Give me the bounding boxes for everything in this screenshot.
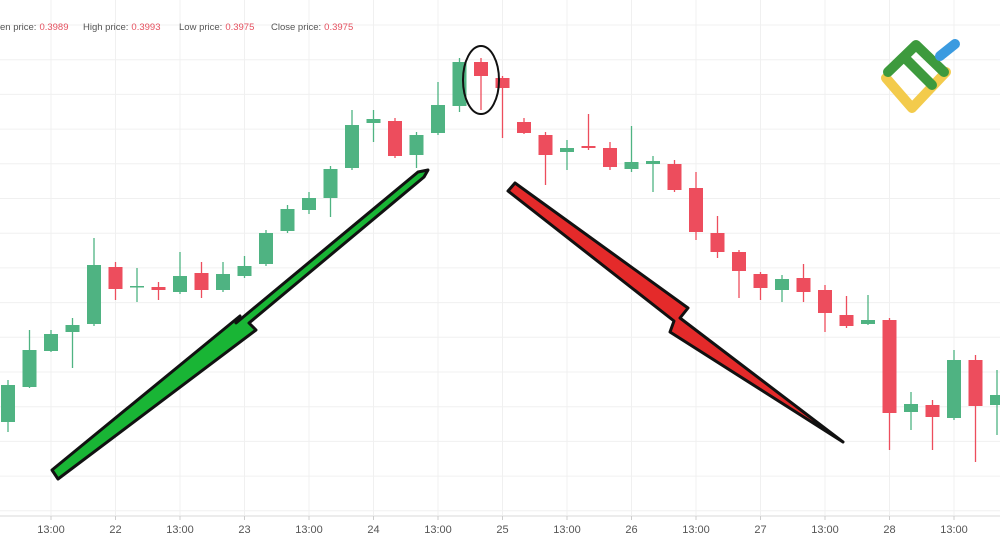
x-tick-label: 13:00 [37, 524, 65, 536]
legend-value: 0.3989 [39, 22, 68, 33]
x-tick-label: 24 [367, 524, 379, 536]
candle-body [108, 267, 123, 289]
grid [0, 0, 1000, 515]
candle-body [538, 135, 553, 155]
candle-body [624, 162, 639, 169]
candle-body [560, 148, 574, 152]
candle-body [409, 135, 424, 155]
candle-body [947, 360, 961, 418]
candle-body [237, 266, 252, 276]
candle-body [173, 276, 187, 292]
candle-body [1, 385, 15, 422]
candle-body [753, 274, 768, 288]
candle-body [818, 290, 832, 313]
x-tick-label: 13:00 [811, 524, 839, 536]
x-tick-label: 23 [238, 524, 250, 536]
candle-body [861, 320, 875, 324]
candle-body [280, 209, 295, 231]
candle-body [968, 360, 983, 406]
candle-body [323, 169, 338, 198]
candle-body [259, 233, 273, 264]
candle-body [151, 287, 166, 290]
candle-body [667, 164, 682, 190]
x-tick-label: 13:00 [424, 524, 452, 536]
candle-body [710, 233, 725, 252]
down-arrow [506, 181, 845, 444]
candle-body [302, 198, 316, 210]
legend-label: Low price: [179, 22, 222, 33]
candle-body [882, 320, 897, 413]
highlight-ellipse [462, 45, 500, 115]
legend-label: Close price: [271, 22, 321, 33]
candle-body [646, 161, 660, 164]
candle-body [431, 105, 445, 133]
candle-body [388, 121, 402, 156]
candle-body [495, 78, 510, 88]
x-tick-label: 27 [754, 524, 766, 536]
candle-body [65, 325, 80, 332]
candle-body [194, 273, 209, 290]
candle-body [216, 274, 230, 290]
legend-value: 0.3975 [225, 22, 254, 33]
candles [1, 58, 1000, 462]
candle-body [603, 148, 617, 167]
candle-body [925, 405, 940, 417]
x-tick-label: 28 [883, 524, 895, 536]
candle-body [44, 334, 58, 351]
x-tick-label: 26 [625, 524, 637, 536]
candle-body [796, 278, 811, 292]
x-tick-label: 13:00 [166, 524, 194, 536]
candle-body [732, 252, 746, 271]
legend-item: High price: 0.3993 [83, 22, 160, 33]
up-arrow [50, 168, 430, 481]
candle-body [474, 62, 488, 76]
candle-body [839, 315, 854, 326]
x-tick-label: 13:00 [553, 524, 581, 536]
x-tick-label: 22 [109, 524, 121, 536]
legend-item: Close price: 0.3975 [271, 22, 353, 33]
candle-body [581, 146, 596, 148]
candle-body [775, 279, 789, 290]
x-axis-labels: 13:00 22 13:00 23 13:00 24 13:00 25 13:00 26 13:00… [37, 516, 968, 536]
candle-body [345, 125, 359, 168]
candle-body [130, 286, 144, 288]
x-tick-label: 25 [496, 524, 508, 536]
x-tick-label: 13:00 [295, 524, 323, 536]
ohlc-legend: en price: 0.3989 High price: 0.3993 Low pric… [0, 22, 353, 33]
logo [881, 39, 960, 113]
legend-value: 0.3975 [324, 22, 353, 33]
candle-body [990, 395, 1000, 405]
legend-label: High price: [83, 22, 128, 33]
x-tick-label: 13:00 [682, 524, 710, 536]
candle-body [366, 119, 381, 123]
candle-body [517, 122, 531, 133]
candle-body [904, 404, 918, 412]
legend-label: en price: [0, 22, 36, 33]
candle-body [87, 265, 101, 324]
legend-item: en price: 0.3989 [0, 22, 69, 33]
legend-item: Low price: 0.3975 [179, 22, 254, 33]
x-tick-label: 13:00 [940, 524, 968, 536]
candle-body [22, 350, 37, 387]
candle-body [689, 188, 703, 232]
legend-value: 0.3993 [131, 22, 160, 33]
